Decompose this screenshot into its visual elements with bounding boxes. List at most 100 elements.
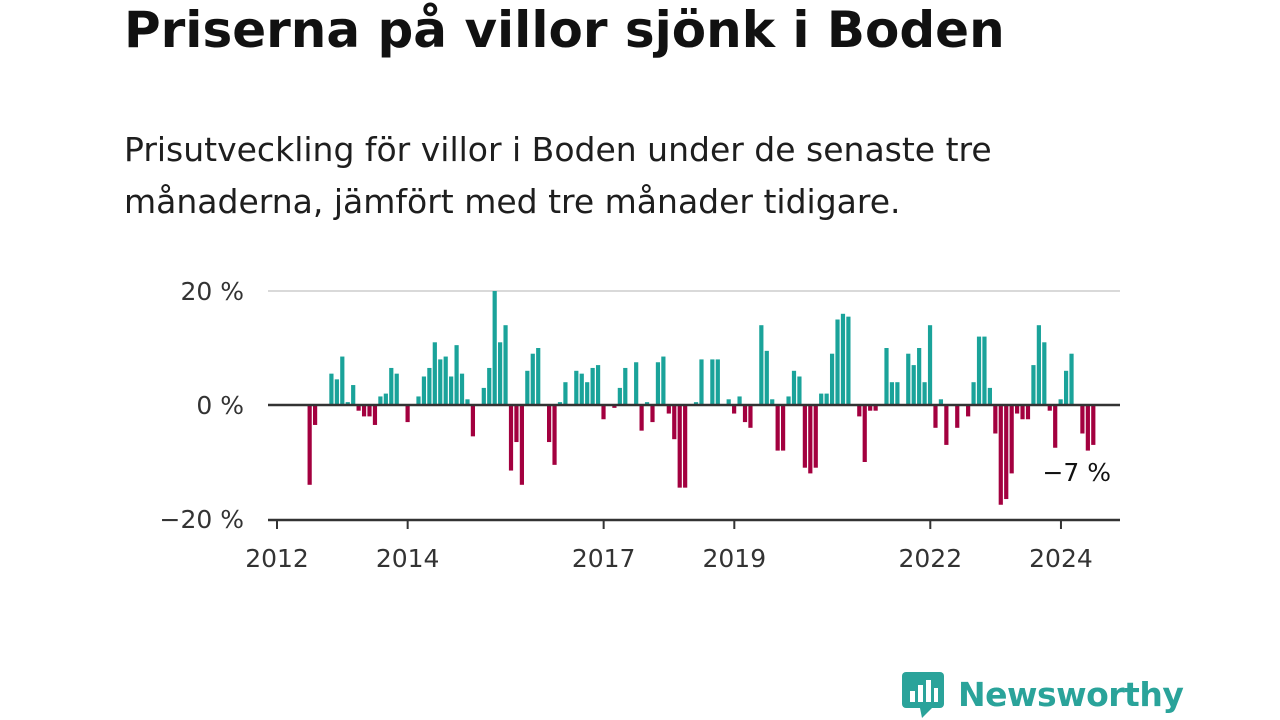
bar	[394, 373, 399, 405]
x-tick-label: 2012	[245, 544, 309, 573]
y-tick-label: 20 %	[180, 277, 244, 306]
bar	[666, 405, 671, 414]
bar	[639, 405, 644, 431]
bar	[1004, 405, 1009, 500]
bar	[334, 379, 339, 405]
bar	[378, 396, 383, 405]
chart-title: Priserna på villor sjönk i Boden	[124, 1, 1005, 59]
bar	[367, 405, 372, 417]
bar	[987, 387, 992, 405]
bar	[808, 405, 813, 474]
x-tick-label: 2017	[572, 544, 636, 573]
bar	[514, 405, 519, 443]
bar	[846, 316, 851, 405]
bar	[1047, 405, 1052, 411]
bar	[759, 325, 764, 405]
bar	[454, 345, 459, 405]
bar	[748, 405, 753, 428]
bar	[819, 393, 824, 405]
bar	[345, 402, 350, 405]
bar	[710, 359, 715, 405]
bar	[525, 370, 530, 405]
bar	[655, 362, 661, 405]
bar	[590, 367, 595, 405]
bar	[889, 382, 895, 405]
bar	[361, 405, 367, 417]
bar	[432, 342, 437, 405]
bar	[976, 336, 982, 405]
bar	[421, 376, 427, 405]
bar	[585, 382, 590, 405]
bar	[595, 365, 601, 405]
bar	[617, 387, 622, 405]
bar	[416, 396, 421, 405]
bar	[1015, 405, 1020, 414]
bar	[775, 405, 780, 451]
bars	[307, 291, 1096, 505]
newsworthy-logo-icon	[902, 672, 944, 718]
x-tick-label: 2014	[376, 544, 440, 573]
bar	[579, 373, 584, 405]
bar	[405, 405, 410, 423]
bar	[372, 405, 378, 425]
bar	[492, 291, 497, 405]
bar	[498, 342, 503, 405]
last-value-label: −7 %	[1042, 458, 1111, 487]
bar	[438, 359, 443, 405]
bar	[449, 376, 454, 405]
bar	[508, 405, 514, 471]
bar	[927, 325, 933, 405]
bar	[536, 348, 541, 405]
x-tick-label: 2019	[702, 544, 766, 573]
bar	[547, 405, 552, 443]
bar	[389, 367, 394, 405]
y-tick-label: 0 %	[196, 391, 244, 420]
bar	[873, 405, 878, 411]
bar	[661, 356, 666, 405]
bar	[917, 348, 922, 405]
tick-labels: 20 % 0 % −20 %2012 2014 2017 2019 2022 2024 −7 %	[160, 277, 1111, 573]
bar	[340, 356, 345, 405]
axes	[268, 403, 1120, 529]
bar	[481, 387, 486, 405]
bar	[351, 385, 356, 405]
bar	[726, 399, 731, 405]
bar	[503, 325, 508, 405]
bar	[781, 405, 786, 451]
newsworthy-logo[interactable]: Newsworthy	[902, 668, 1184, 720]
bar	[857, 405, 862, 417]
bar	[1031, 365, 1036, 405]
bar	[307, 405, 312, 485]
bar	[1020, 405, 1025, 420]
bar	[922, 382, 927, 405]
bar	[699, 359, 704, 405]
bar	[1058, 399, 1063, 405]
bar	[1036, 325, 1041, 405]
bar	[732, 405, 737, 414]
bar	[1053, 405, 1058, 448]
bar	[938, 399, 944, 405]
bar	[612, 405, 617, 408]
bar	[356, 405, 361, 411]
bar	[470, 405, 476, 437]
bar	[868, 405, 873, 411]
x-tick-label: 2024	[1029, 544, 1093, 573]
bar	[312, 405, 318, 425]
bar	[933, 405, 938, 428]
bar	[1080, 405, 1085, 434]
bar	[955, 405, 960, 428]
bar	[465, 399, 470, 405]
bar	[683, 405, 688, 488]
bar	[911, 365, 916, 405]
bar	[884, 348, 889, 405]
bar	[1085, 405, 1090, 451]
bar	[459, 373, 465, 405]
bar	[672, 405, 677, 440]
bar	[634, 362, 639, 405]
bar	[427, 367, 432, 405]
bar	[1091, 405, 1096, 445]
bar	[944, 405, 949, 445]
bar	[824, 393, 829, 405]
bar	[1042, 342, 1047, 405]
